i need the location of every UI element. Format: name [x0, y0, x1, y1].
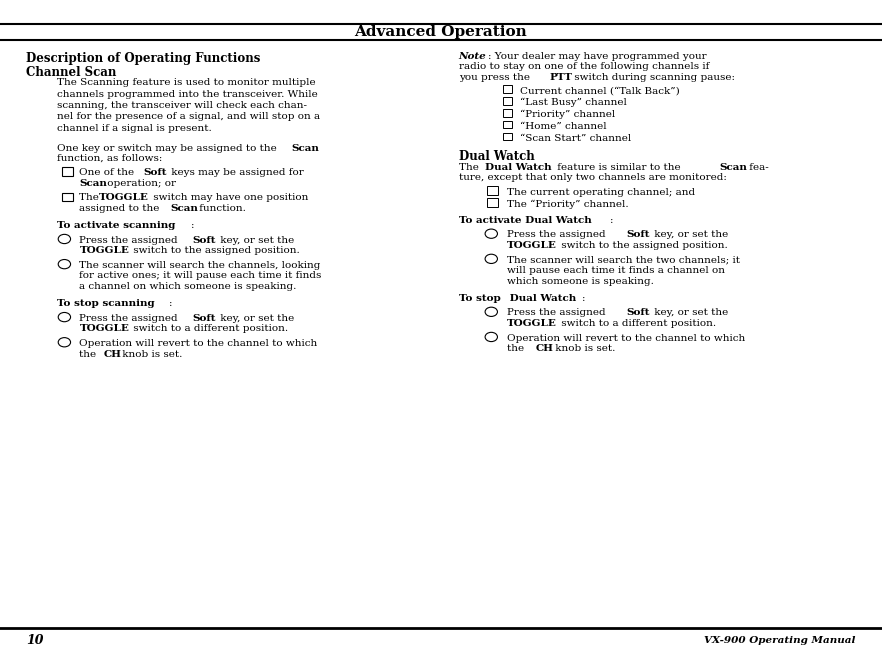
Bar — [62, 193, 73, 201]
Text: TOGGLE: TOGGLE — [99, 193, 149, 203]
Text: TOGGLE: TOGGLE — [507, 241, 557, 250]
Bar — [503, 121, 512, 128]
Text: a channel on which someone is speaking.: a channel on which someone is speaking. — [79, 282, 296, 291]
Text: To stop: To stop — [459, 294, 500, 303]
Text: Soft: Soft — [626, 230, 650, 240]
Text: function, as follows:: function, as follows: — [57, 154, 162, 163]
Text: Soft: Soft — [192, 236, 216, 245]
Text: Description of Operating Functions: Description of Operating Functions — [26, 52, 261, 65]
Text: Dual Watch: Dual Watch — [459, 150, 534, 163]
Text: Soft: Soft — [192, 314, 216, 323]
Text: TOGGLE: TOGGLE — [507, 319, 557, 328]
Text: Operation will revert to the channel to which: Operation will revert to the channel to … — [507, 334, 745, 343]
Text: Press the assigned: Press the assigned — [79, 236, 182, 245]
Text: will pause each time it finds a channel on: will pause each time it finds a channel … — [507, 266, 725, 275]
Text: you press the: you press the — [459, 73, 533, 82]
Text: key, or set the: key, or set the — [217, 314, 295, 323]
Text: Channel Scan: Channel Scan — [26, 66, 116, 79]
Text: CH: CH — [535, 344, 553, 354]
Text: The scanner will search the channels, looking: The scanner will search the channels, lo… — [79, 261, 321, 270]
Text: knob is set.: knob is set. — [552, 344, 616, 354]
Text: Press the assigned: Press the assigned — [79, 314, 182, 323]
Text: The “Priority” channel.: The “Priority” channel. — [507, 200, 629, 209]
Text: key, or set the: key, or set the — [217, 236, 295, 245]
Bar — [503, 97, 512, 105]
Text: switch during scanning pause:: switch during scanning pause: — [571, 73, 735, 82]
Text: Dual Watch: Dual Watch — [485, 163, 552, 172]
Text: :: : — [610, 216, 614, 225]
Text: key, or set the: key, or set the — [651, 230, 729, 240]
Text: Scan: Scan — [720, 163, 748, 172]
Text: CH: CH — [103, 350, 121, 359]
Text: One key or switch may be assigned to the: One key or switch may be assigned to the — [57, 144, 280, 154]
Text: switch to the assigned position.: switch to the assigned position. — [130, 246, 299, 256]
Text: feature is similar to the: feature is similar to the — [554, 163, 684, 172]
Text: ture, except that only two channels are monitored:: ture, except that only two channels are … — [459, 173, 727, 183]
Bar — [487, 198, 498, 207]
Text: The Scanning feature is used to monitor multiple
channels programmed into the tr: The Scanning feature is used to monitor … — [57, 78, 320, 133]
Text: switch to a different position.: switch to a different position. — [558, 319, 716, 328]
Bar — [503, 85, 512, 93]
Text: Note: Note — [459, 52, 486, 61]
Text: To stop scanning: To stop scanning — [57, 299, 155, 308]
Text: TOGGLE: TOGGLE — [79, 246, 130, 256]
Text: operation; or: operation; or — [104, 179, 176, 188]
Text: VX-900 Operating Manual: VX-900 Operating Manual — [704, 636, 856, 645]
Text: “Last Busy” channel: “Last Busy” channel — [520, 98, 627, 107]
Text: Current channel (“Talk Back”): Current channel (“Talk Back”) — [520, 86, 680, 95]
Text: :: : — [191, 221, 195, 230]
Bar — [503, 133, 512, 140]
Text: The scanner will search the two channels; it: The scanner will search the two channels… — [507, 256, 740, 265]
Text: switch may have one position: switch may have one position — [150, 193, 309, 203]
Text: function.: function. — [196, 204, 246, 213]
Text: “Priority” channel: “Priority” channel — [520, 110, 616, 119]
Bar — [487, 186, 498, 195]
Text: Dual Watch: Dual Watch — [506, 294, 577, 303]
Text: Advanced Operation: Advanced Operation — [355, 24, 527, 39]
Text: for active ones; it will pause each time it finds: for active ones; it will pause each time… — [79, 271, 322, 281]
Text: which someone is speaking.: which someone is speaking. — [507, 277, 654, 286]
Text: TOGGLE: TOGGLE — [79, 324, 130, 334]
Text: switch to the assigned position.: switch to the assigned position. — [558, 241, 728, 250]
Text: PTT: PTT — [549, 73, 572, 82]
Text: To activate scanning: To activate scanning — [57, 221, 176, 230]
Text: The: The — [459, 163, 482, 172]
Text: “Scan Start” channel: “Scan Start” channel — [520, 134, 632, 143]
Text: To activate Dual Watch: To activate Dual Watch — [459, 216, 592, 225]
Text: The current operating channel; and: The current operating channel; and — [507, 188, 695, 197]
Text: 10: 10 — [26, 634, 44, 647]
Text: switch to a different position.: switch to a different position. — [130, 324, 288, 334]
Text: keys may be assigned for: keys may be assigned for — [168, 168, 303, 177]
Text: the: the — [507, 344, 527, 354]
Text: Scan: Scan — [79, 179, 108, 188]
Text: “Home” channel: “Home” channel — [520, 122, 607, 131]
Text: fea-: fea- — [746, 163, 769, 172]
Text: The: The — [79, 193, 102, 203]
Text: : Your dealer may have programmed your: : Your dealer may have programmed your — [488, 52, 706, 61]
Text: radio to stay on one of the following channels if: radio to stay on one of the following ch… — [459, 62, 709, 71]
Text: assigned to the: assigned to the — [79, 204, 163, 213]
Text: Press the assigned: Press the assigned — [507, 230, 609, 240]
Text: Scan: Scan — [291, 144, 319, 154]
Text: key, or set the: key, or set the — [651, 308, 729, 318]
Text: Soft: Soft — [143, 168, 167, 177]
Text: Soft: Soft — [626, 308, 650, 318]
Text: the: the — [79, 350, 100, 359]
Bar — [62, 167, 73, 176]
Text: Scan: Scan — [170, 204, 198, 213]
Bar — [503, 109, 512, 117]
Text: knob is set.: knob is set. — [119, 350, 183, 359]
Text: :: : — [169, 299, 173, 308]
Text: Operation will revert to the channel to which: Operation will revert to the channel to … — [79, 339, 318, 348]
Text: One of the: One of the — [79, 168, 138, 177]
Text: Press the assigned: Press the assigned — [507, 308, 609, 318]
Text: :: : — [582, 294, 586, 303]
